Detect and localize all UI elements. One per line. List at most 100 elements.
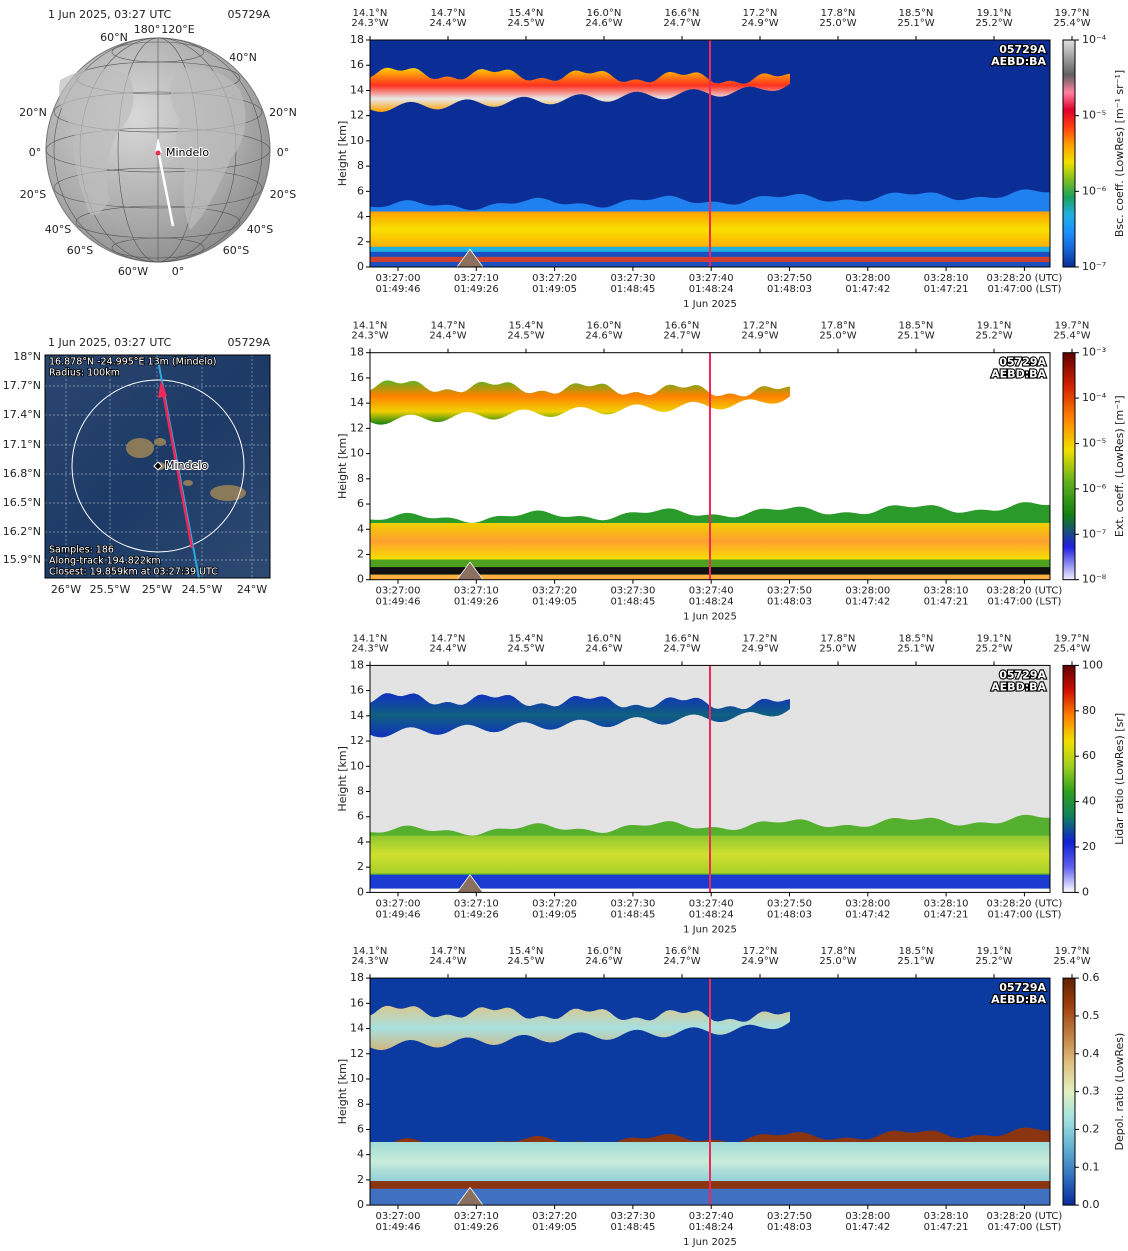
- top-tick-lat: 14.7°N: [431, 946, 466, 957]
- site-label: Mindelo: [166, 146, 209, 159]
- top-tick-lat: 14.7°N: [431, 321, 466, 332]
- globe-labels: 180° 120°E 60°N 40°N 20°N 20°N 0° 0° 20°S 20°S 40°…: [19, 23, 297, 278]
- top-tick-lon: 24.4°W: [429, 18, 466, 29]
- x-tick-lst: 01:48:03: [767, 909, 812, 920]
- track-radius: [161, 391, 194, 549]
- y-tick-label: 10: [350, 759, 364, 772]
- colorbar: [1062, 352, 1076, 581]
- grid-label: 60°N: [100, 31, 128, 44]
- y-tick-label: 18: [350, 346, 364, 359]
- colorbar-tick-label: 10⁻⁵: [1082, 437, 1106, 450]
- colorbar-tick-label: 10⁻⁷: [1082, 527, 1106, 540]
- colorbar-tick-label: 0.3: [1082, 1085, 1100, 1098]
- top-tick-lat: 17.2°N: [743, 321, 778, 332]
- colorbar-label: Lidar ratio (LowRes) [sr]: [1113, 713, 1126, 845]
- top-tick-lat: 16.6°N: [665, 321, 700, 332]
- y-tick-label: 16: [350, 684, 364, 697]
- x-tick-utc: 03:27:50: [767, 1211, 812, 1222]
- grid-label: 40°S: [45, 223, 71, 236]
- x-tick-lst: 01:49:26: [454, 597, 499, 608]
- top-tick-lon: 24.6°W: [585, 643, 622, 654]
- colorbar: [1062, 664, 1076, 893]
- top-tick-lat: 14.7°N: [431, 8, 466, 19]
- top-tick-lat: 19.7°N: [1055, 633, 1090, 644]
- top-tick-lon: 24.5°W: [507, 18, 544, 29]
- x-tick-utc: 03:27:10: [454, 898, 499, 909]
- x-tick-utc: 03:27:40: [689, 273, 734, 284]
- curtain-chart: 0 2 4 6 8 10 12 14 16 18 Height [km] 14.1°N24.3°W 14…: [336, 321, 1126, 623]
- x-tick-utc: 03:27:20: [532, 586, 577, 597]
- y-tick-label: 6: [357, 810, 364, 823]
- layer: [370, 67, 790, 112]
- colorbar-tick-label: 40: [1082, 795, 1096, 808]
- top-tick-lat: 16.6°N: [665, 946, 700, 957]
- colorbar: [1062, 39, 1076, 268]
- top-tick-lat: 14.1°N: [353, 946, 388, 957]
- grid-label: 180°: [134, 23, 161, 36]
- y-tick-label: 10: [350, 1072, 364, 1085]
- site-label: Mindelo: [165, 459, 208, 472]
- map-frame: [44, 354, 271, 579]
- y-tick-label: 18: [350, 33, 364, 46]
- top-tick-lon: 24.9°W: [741, 331, 778, 342]
- plot-frame: [369, 39, 1051, 268]
- site-marker: [153, 461, 163, 471]
- x-tick-utc: 03:27:40: [689, 586, 734, 597]
- colorbar-tick-label: 0.0: [1082, 1198, 1100, 1211]
- colorbar-tick-label: 10⁻⁸: [1082, 573, 1107, 586]
- top-tick-lon: 24.3°W: [351, 331, 388, 342]
- colorbar-label: Ext. coeff. (LowRes) [m⁻¹]: [1113, 395, 1126, 537]
- date-label: 1 Jun 2025: [683, 1237, 737, 1248]
- grid-label: 40°S: [247, 223, 273, 236]
- top-tick-lon: 24.3°W: [351, 956, 388, 967]
- top-tick-lon: 24.9°W: [741, 956, 778, 967]
- x-tick-utc: 03:27:20: [532, 273, 577, 284]
- top-tick-lat: 17.8°N: [821, 633, 856, 644]
- colorbar-tick-label: 0.1: [1082, 1160, 1100, 1173]
- x-tick-lst: 01:48:45: [610, 1222, 655, 1233]
- y-tick-label: 6: [357, 184, 364, 197]
- grid-label: 0°: [277, 146, 290, 159]
- continents: [59, 67, 246, 230]
- top-tick-lon: 24.4°W: [429, 956, 466, 967]
- x-tick-utc: 03:27:40: [689, 898, 734, 909]
- y-tick-label: 2: [357, 860, 364, 873]
- x-tick-utc: 03:28:10: [924, 586, 969, 597]
- y-axis-label: Height [km]: [336, 121, 349, 187]
- x-tick-lst: 01:47:42: [845, 909, 890, 920]
- x-tick-utc: 03:28:00: [845, 586, 890, 597]
- top-tick-lat: 19.1°N: [977, 321, 1012, 332]
- x-tick-lst: 01:48:45: [610, 597, 655, 608]
- top-tick-lat: 19.1°N: [977, 946, 1012, 957]
- x-tick-lst: 01:49:26: [454, 909, 499, 920]
- x-tick-lst: 01:48:45: [610, 909, 655, 920]
- layer: [370, 380, 790, 425]
- x-tick-utc: 03:28:10: [924, 898, 969, 909]
- y-tick-label: 10: [350, 447, 364, 460]
- x-tick-lst: 01:47:21: [924, 597, 969, 608]
- x-tick-utc: 03:28:20 (UTC): [987, 898, 1063, 909]
- x-tick-lst: 01:47:00 (LST): [987, 284, 1061, 295]
- globe-id: 05729A: [227, 8, 270, 21]
- x-tick-lst: 01:49:05: [532, 597, 577, 608]
- grid-label: 120°E: [161, 23, 194, 36]
- top-tick-lon: 24.5°W: [507, 956, 544, 967]
- x-tick-lst: 01:47:42: [845, 284, 890, 295]
- info-line: Along-track 194.822km: [49, 556, 161, 567]
- x-tick-utc: 03:27:50: [767, 273, 812, 284]
- x-tick-lst: 01:49:05: [532, 1222, 577, 1233]
- top-tick-lon: 25.1°W: [897, 643, 934, 654]
- x-tick-utc: 03:28:10: [924, 273, 969, 284]
- grid-label: 0°: [172, 265, 185, 278]
- date-label: 1 Jun 2025: [683, 612, 737, 623]
- lon-label: 24°W: [237, 583, 267, 596]
- top-tick-lat: 17.8°N: [821, 8, 856, 19]
- grid-label: 60°W: [118, 265, 148, 278]
- grid-label: 20°N: [269, 106, 297, 119]
- grid-label: 0°: [29, 146, 42, 159]
- colorbar-tick-label: 100: [1082, 658, 1103, 671]
- x-tick-lst: 01:47:42: [845, 1222, 890, 1233]
- colorbar-tick-label: 20: [1082, 840, 1096, 853]
